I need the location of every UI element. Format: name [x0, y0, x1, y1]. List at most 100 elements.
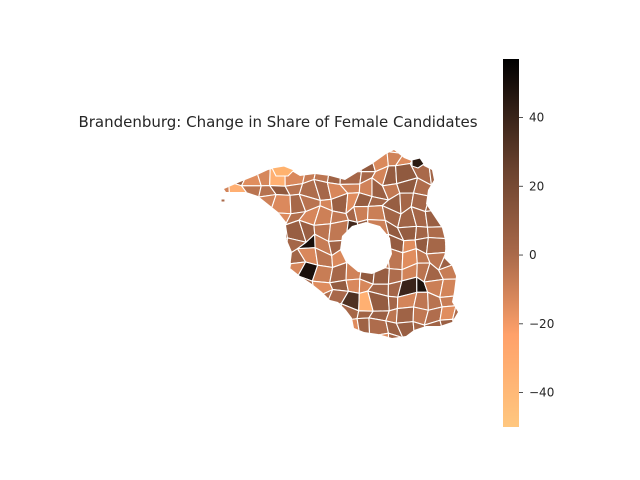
map-region — [288, 318, 307, 338]
map-region — [425, 331, 445, 338]
map-region — [224, 310, 235, 324]
map-region — [367, 332, 390, 338]
map-region — [234, 339, 246, 352]
map-region — [257, 240, 278, 255]
map-region — [426, 226, 447, 240]
map-region — [456, 253, 458, 265]
map-region — [247, 305, 263, 324]
map-region — [428, 153, 445, 169]
map-region — [441, 150, 458, 157]
map-region — [356, 150, 372, 155]
map-region — [274, 304, 292, 324]
map-region — [395, 337, 416, 338]
map-region — [455, 295, 458, 311]
map-region — [455, 261, 458, 280]
map-region — [227, 207, 250, 229]
map-region — [457, 165, 458, 185]
map-region — [243, 195, 262, 210]
map-region — [314, 150, 333, 159]
map-region — [241, 151, 262, 172]
map-region — [242, 289, 263, 307]
map-region — [439, 318, 458, 338]
map-region — [386, 150, 405, 155]
colorbar-ticks: 40 20 0 −20 −40 — [519, 110, 554, 400]
map-region — [272, 150, 293, 152]
map-region — [298, 307, 320, 324]
map-region — [414, 331, 427, 338]
map-region — [339, 170, 363, 185]
colorbar: 40 20 0 −20 −40 — [503, 59, 554, 427]
map-region — [224, 248, 234, 268]
map-region — [313, 322, 334, 335]
map-region — [257, 304, 278, 324]
map-region — [444, 224, 458, 240]
map-region — [368, 150, 391, 155]
map-region — [228, 194, 251, 213]
map-region — [439, 295, 458, 308]
map-region — [356, 335, 371, 338]
brandenburg-map — [220, 150, 458, 352]
colorbar-tick-label: 20 — [529, 179, 544, 193]
map-region — [274, 318, 293, 338]
map-region — [224, 181, 231, 196]
map-region — [400, 150, 419, 156]
map-region — [272, 336, 293, 338]
map-region — [227, 221, 250, 241]
map-region — [256, 277, 272, 298]
map-region — [241, 150, 262, 155]
map-region — [232, 321, 251, 338]
colorbar-tick-label: 40 — [529, 110, 544, 124]
map-region — [224, 319, 235, 338]
map-region — [340, 151, 363, 173]
map-region — [455, 276, 458, 298]
map-region — [230, 275, 244, 296]
map-region — [257, 150, 277, 155]
map-region — [255, 150, 274, 172]
map-region — [242, 262, 261, 282]
map-region — [456, 208, 458, 226]
map-region — [256, 208, 275, 229]
map-region — [442, 180, 458, 197]
map-region-northeast-tip — [411, 157, 425, 169]
map-region — [444, 235, 458, 256]
map-region — [224, 153, 235, 168]
map-region — [290, 333, 307, 338]
map-region — [270, 263, 292, 279]
map-region — [443, 165, 458, 187]
map-region — [424, 195, 444, 213]
map-region — [224, 166, 232, 187]
map-region — [456, 222, 458, 238]
map-region — [329, 150, 347, 153]
map-region — [232, 305, 251, 324]
map-region — [260, 332, 276, 338]
map-region — [452, 150, 458, 154]
map-region — [437, 335, 458, 338]
map-region-islet — [220, 198, 226, 203]
map-region — [452, 318, 458, 338]
map-region — [300, 152, 319, 167]
map-region — [273, 220, 288, 243]
map-region — [303, 291, 320, 312]
map-region — [452, 305, 458, 320]
map-region — [224, 336, 236, 338]
map-region — [224, 289, 235, 313]
map-region — [290, 289, 306, 310]
map-region — [242, 275, 261, 296]
map-region — [428, 165, 447, 187]
map-region — [424, 209, 447, 228]
map-region — [428, 184, 447, 197]
map-region — [246, 227, 263, 243]
map-region — [268, 276, 292, 298]
map-region — [257, 262, 276, 282]
map-region — [298, 318, 322, 335]
chart-title: Brandenburg: Change in Share of Female C… — [78, 113, 477, 131]
map-region — [439, 208, 458, 228]
map-region — [230, 292, 249, 313]
colorbar-tick-label: 0 — [529, 248, 537, 262]
map-region — [257, 247, 278, 268]
map-region — [246, 238, 263, 256]
map-region — [305, 331, 322, 338]
colorbar-tick-label: −20 — [529, 317, 554, 331]
map-region — [243, 207, 262, 229]
map-region — [229, 151, 250, 172]
